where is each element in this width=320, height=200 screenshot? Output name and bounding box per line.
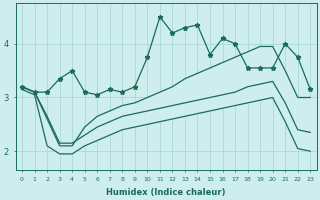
X-axis label: Humidex (Indice chaleur): Humidex (Indice chaleur) <box>107 188 226 197</box>
